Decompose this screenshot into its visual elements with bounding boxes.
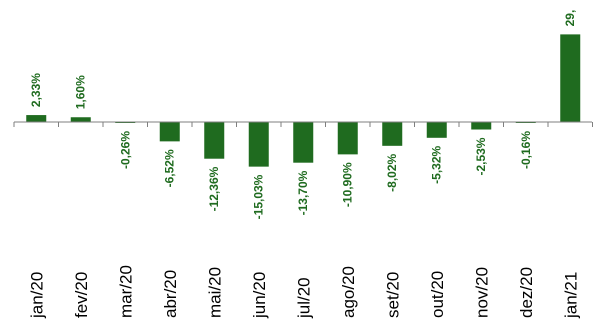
x-tick-label: jan/20 — [27, 272, 46, 319]
data-label: 1,60% — [74, 75, 88, 109]
x-tick-label: mar/20 — [116, 265, 135, 318]
data-label: -2,53% — [474, 137, 488, 175]
x-tick-label: abr/20 — [161, 270, 180, 318]
data-label: 29, — [563, 10, 577, 27]
x-tick-label: mai/20 — [205, 267, 224, 318]
bars-group — [26, 34, 581, 167]
bar — [337, 122, 358, 155]
data-label: -0,16% — [519, 131, 533, 169]
x-tick-label: nov/20 — [472, 267, 491, 318]
data-label: -10,90% — [341, 162, 355, 207]
x-tick-label: ago/20 — [339, 266, 358, 318]
x-tick-label: jun/20 — [250, 272, 269, 319]
data-labels-group: 2,33% 1,60% -0,26% -6,52% -12,36% -15,03% -13,… — [29, 10, 577, 220]
data-label: -13,70% — [296, 170, 310, 215]
x-tick-label: fev/20 — [72, 272, 91, 318]
bar — [426, 122, 447, 138]
bar — [248, 122, 269, 167]
bar — [70, 117, 91, 122]
x-tick-label: jan/21 — [561, 272, 580, 319]
data-label: -12,36% — [207, 166, 221, 211]
bar — [293, 122, 314, 163]
bar — [471, 122, 492, 130]
bar — [560, 34, 581, 123]
bar — [382, 122, 403, 146]
bar — [26, 115, 47, 122]
bar — [204, 122, 225, 159]
x-tick-label: out/20 — [428, 271, 447, 318]
data-label: -8,02% — [385, 153, 399, 191]
data-label: -0,26% — [118, 131, 132, 169]
data-label: -15,03% — [252, 174, 266, 219]
tick-marks-group — [13, 122, 593, 127]
data-label: -5,32% — [430, 145, 444, 183]
x-tick-label: dez/20 — [517, 267, 536, 318]
bar — [159, 122, 180, 142]
x-tick-labels-group: jan/20 fev/20 mar/20 abr/20 mai/20 jun/20 jul/… — [27, 265, 580, 319]
x-tick-label: jul/20 — [294, 277, 313, 319]
data-label: 2,33% — [29, 73, 43, 107]
data-label: -6,52% — [163, 149, 177, 187]
x-tick-label: set/20 — [383, 272, 402, 318]
